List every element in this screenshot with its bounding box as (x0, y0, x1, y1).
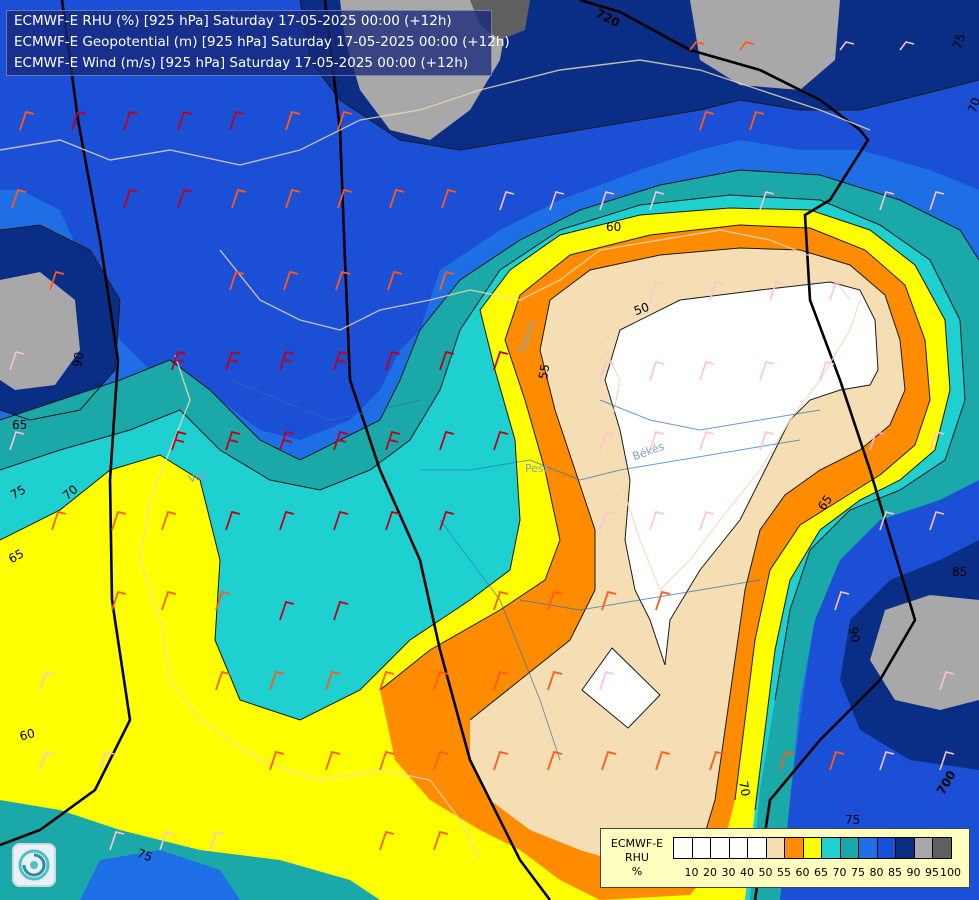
wind-barbs-orange (11, 40, 845, 851)
legend-tick-label: 90 (906, 866, 921, 879)
legend-swatch (728, 837, 748, 859)
swirl-logo-icon (18, 849, 50, 881)
legend-swatch (765, 837, 785, 859)
rhu-label-90-east: 90 (846, 626, 863, 644)
rhu-label-55: 55 (536, 362, 553, 381)
legend-swatch (784, 837, 804, 859)
logo-icon (12, 843, 56, 887)
rhu-field-80-sw (80, 850, 240, 900)
legend-swatch (913, 837, 933, 859)
legend-title: ECMWF-E RHU % (605, 837, 669, 879)
wind-barbs-dark-red (71, 110, 509, 621)
wind-barbs-light (9, 41, 955, 851)
rhu-legend: ECMWF-E RHU % 10 20 30 40 50 55 60 65 70 75 80 85 90… (600, 828, 970, 888)
rhu-contour-lines (0, 0, 979, 851)
legend-tick-label: 30 (721, 866, 736, 879)
header-line-geopotential: ECMWF-E Geopotential (m) [925 hPa] Satur… (14, 34, 510, 50)
legend-title-unit: % (631, 865, 643, 878)
legend-tick-label: 100 (940, 866, 961, 879)
legend-tick-label: 85 (888, 866, 902, 879)
country-borders (0, 59, 871, 861)
legend-tick-label: 75 (851, 866, 865, 879)
rhu-label-70-se: 70 (736, 780, 753, 798)
legend-swatch (747, 837, 767, 859)
rhu-field-95-west (0, 272, 80, 390)
legend-tick-label: 40 (740, 866, 754, 879)
rhu-label-65-west: 65 (12, 418, 28, 432)
rhu-field-95-east (870, 595, 979, 710)
rhu-field-85-north (0, 0, 979, 440)
legend-swatch (876, 837, 896, 859)
rhu-field-50 (605, 282, 878, 665)
legend-tick-label: 80 (869, 866, 884, 879)
rhu-label-60: 60 (606, 220, 622, 234)
legend-title-variable: RHU (625, 851, 649, 864)
legend-tick-label: 65 (814, 866, 828, 879)
legend-tick-label: 20 (703, 866, 717, 879)
legend-swatch (802, 837, 822, 859)
place-label-pest: Pest (525, 462, 549, 475)
map-header-panel: ECMWF-E RHU (%) [925 hPa] Saturday 17-05… (6, 10, 510, 76)
rhu-label-90-west: 90 (70, 350, 87, 369)
legend-swatch (858, 837, 878, 859)
rhu-label-75-se: 75 (845, 813, 861, 827)
legend-tick-label: 50 (758, 866, 773, 879)
legend-tick-label: 10 (684, 866, 699, 879)
rhu-field-95-north2 (690, 0, 840, 90)
legend-tick-label: 95 (925, 866, 939, 879)
legend-tick-label: 70 (832, 866, 847, 879)
legend-swatch (673, 837, 693, 859)
rivers (229, 379, 821, 761)
legend-tick-label: 55 (777, 866, 791, 879)
legend-title-model: ECMWF-E (610, 837, 664, 850)
legend-swatch (691, 837, 711, 859)
rhu-field-50-south (582, 648, 660, 728)
rhu-label-85-east: 85 (952, 565, 968, 579)
legend-swatch (821, 837, 841, 859)
legend-swatch (710, 837, 730, 859)
legend-tick-label: 60 (795, 866, 810, 879)
header-line-wind: ECMWF-E Wind (m/s) [925 hPa] Saturday 17… (14, 55, 469, 71)
header-line-rhu: ECMWF-E RHU (%) [925 hPa] Saturday 17-05… (14, 13, 452, 29)
legend-swatch (895, 837, 915, 859)
legend-swatch (932, 837, 952, 859)
legend-swatch (839, 837, 859, 859)
